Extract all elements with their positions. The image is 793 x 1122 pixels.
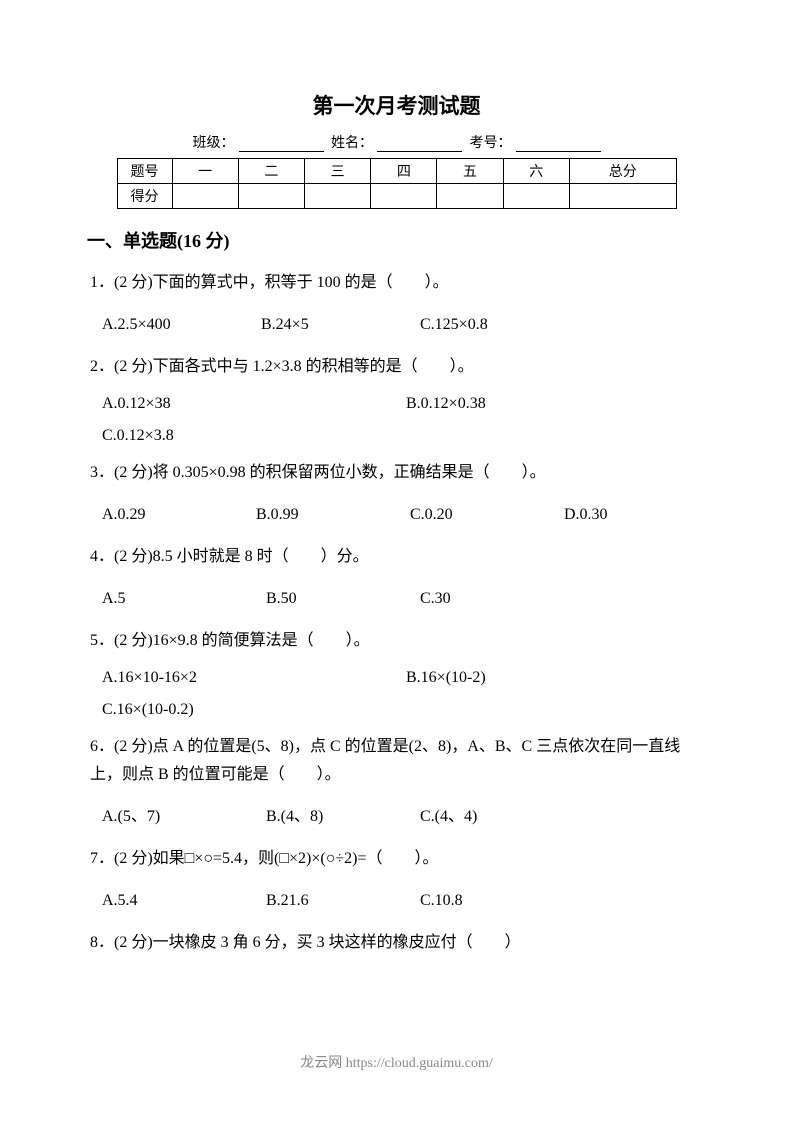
question-1-options: A.2.5×400 B.24×5 C.125×0.8: [90, 311, 703, 339]
page-footer: 龙云网 https://cloud.guaimu.com/: [0, 1052, 793, 1072]
question-5: 5．(2 分)16×9.8 的简便算法是（ ）。: [90, 627, 703, 655]
name-label: 姓名：: [331, 136, 373, 151]
q5-option-a: A.16×10-16×2: [102, 669, 402, 687]
cell-col-6: 六: [503, 159, 569, 184]
cell-empty: [503, 184, 569, 209]
section-1-title: 一、单选题(16 分): [87, 227, 703, 253]
class-label: 班级：: [193, 136, 235, 151]
q2-option-c: C.0.12×3.8: [102, 427, 174, 444]
exam-no-label: 考号：: [470, 136, 512, 151]
q2-option-a: A.0.12×38: [102, 395, 402, 413]
q6-option-b: B.(4、8): [266, 803, 416, 831]
q3-option-d: D.0.30: [564, 501, 608, 529]
q3-option-b: B.0.99: [256, 501, 406, 529]
student-info-line: 班级： 姓名： 考号：: [90, 132, 703, 152]
question-7: 7．(2 分)如果□×○=5.4，则(□×2)×(○÷2)=（ ）。: [90, 845, 703, 873]
cell-empty: [172, 184, 238, 209]
question-6-options: A.(5、7) B.(4、8) C.(4、4): [90, 803, 703, 831]
cell-total: 总分: [569, 159, 676, 184]
q2-option-b: B.0.12×0.38: [406, 395, 486, 412]
cell-empty: [371, 184, 437, 209]
q5-option-b: B.16×(10-2): [406, 669, 486, 686]
name-blank: [377, 136, 462, 152]
class-blank: [239, 136, 324, 152]
q7-option-b: B.21.6: [266, 887, 416, 915]
q7-option-a: A.5.4: [102, 887, 262, 915]
q4-option-a: A.5: [102, 585, 262, 613]
q6-option-c: C.(4、4): [420, 803, 477, 831]
q4-option-b: B.50: [266, 585, 416, 613]
cell-empty: [238, 184, 304, 209]
q4-option-c: C.30: [420, 585, 451, 613]
question-3-options: A.0.29 B.0.99 C.0.20 D.0.30: [90, 501, 703, 529]
cell-col-2: 二: [238, 159, 304, 184]
question-3: 3．(2 分)将 0.305×0.98 的积保留两位小数，正确结果是（ ）。: [90, 459, 703, 487]
q3-option-a: A.0.29: [102, 501, 252, 529]
question-6: 6．(2 分)点 A 的位置是(5、8)，点 C 的位置是(2、8)，A、B、C…: [90, 733, 703, 789]
q1-option-c: C.125×0.8: [420, 311, 488, 339]
question-2-options: A.0.12×38 B.0.12×0.38 C.0.12×3.8: [90, 395, 703, 445]
cell-col-3: 三: [304, 159, 370, 184]
question-2: 2．(2 分)下面各式中与 1.2×3.8 的积相等的是（ ）。: [90, 353, 703, 381]
question-1: 1．(2 分)下面的算式中，积等于 100 的是（ ）。: [90, 269, 703, 297]
exam-no-blank: [516, 136, 601, 152]
question-4: 4．(2 分)8.5 小时就是 8 时（ ）分。: [90, 543, 703, 571]
cell-col-4: 四: [371, 159, 437, 184]
q7-option-c: C.10.8: [420, 887, 463, 915]
q5-option-c: C.16×(10-0.2): [102, 701, 194, 718]
exam-title: 第一次月考测试题: [90, 90, 703, 120]
question-5-options: A.16×10-16×2 B.16×(10-2) C.16×(10-0.2): [90, 669, 703, 719]
cell-header-label: 题号: [117, 159, 172, 184]
cell-col-5: 五: [437, 159, 503, 184]
table-row: 得分: [117, 184, 676, 209]
cell-score-label: 得分: [117, 184, 172, 209]
score-table: 题号 一 二 三 四 五 六 总分 得分: [117, 158, 677, 209]
question-7-options: A.5.4 B.21.6 C.10.8: [90, 887, 703, 915]
cell-col-1: 一: [172, 159, 238, 184]
q3-option-c: C.0.20: [410, 501, 560, 529]
q1-option-a: A.2.5×400: [102, 311, 257, 339]
cell-empty: [437, 184, 503, 209]
q6-option-a: A.(5、7): [102, 803, 262, 831]
cell-empty: [304, 184, 370, 209]
question-4-options: A.5 B.50 C.30: [90, 585, 703, 613]
cell-empty: [569, 184, 676, 209]
q1-option-b: B.24×5: [261, 311, 416, 339]
question-8: 8．(2 分)一块橡皮 3 角 6 分，买 3 块这样的橡皮应付（ ）: [90, 929, 703, 957]
table-row: 题号 一 二 三 四 五 六 总分: [117, 159, 676, 184]
